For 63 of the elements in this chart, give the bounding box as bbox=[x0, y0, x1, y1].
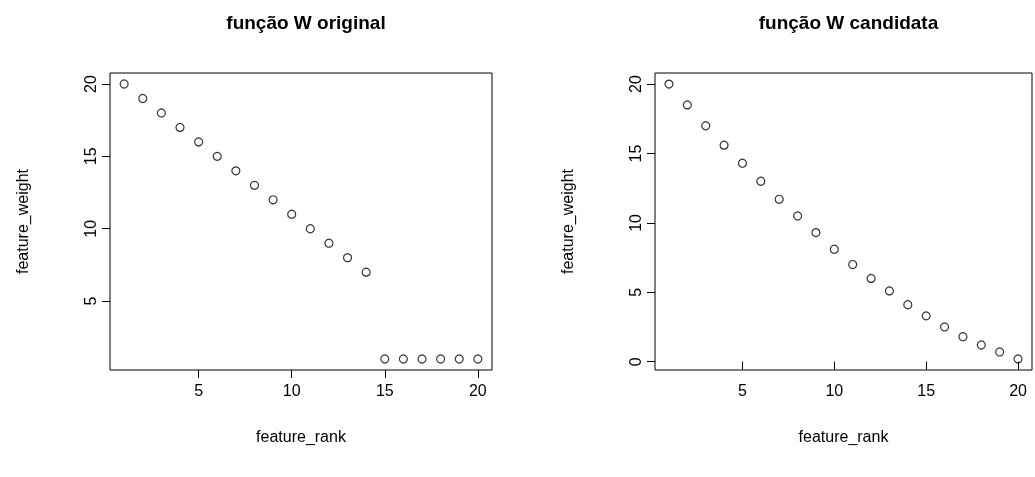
point bbox=[1013, 354, 1023, 364]
y-tick-label: 5 bbox=[626, 287, 644, 297]
point bbox=[939, 322, 950, 332]
x-tick-label: 20 bbox=[1009, 381, 1028, 399]
y-tick-label: 0 bbox=[626, 357, 644, 367]
x-tick-label: 15 bbox=[917, 381, 936, 399]
point bbox=[737, 158, 748, 168]
point bbox=[268, 195, 278, 205]
x-tick-label: 5 bbox=[194, 381, 204, 399]
x-tick-label: 10 bbox=[825, 381, 844, 399]
y-tick-label: 5 bbox=[81, 296, 99, 306]
point bbox=[866, 273, 876, 283]
point bbox=[287, 209, 297, 219]
x-tick-label: 5 bbox=[738, 381, 747, 399]
point bbox=[194, 137, 204, 147]
point bbox=[884, 286, 895, 296]
point bbox=[398, 354, 408, 364]
x-tick-label: 10 bbox=[282, 381, 301, 399]
y-axis-title: feature_weight bbox=[13, 168, 32, 274]
point bbox=[417, 354, 427, 364]
point bbox=[664, 79, 674, 89]
point bbox=[792, 211, 803, 221]
x-axis-title: feature_rank bbox=[798, 427, 890, 446]
point bbox=[903, 300, 913, 310]
point bbox=[138, 93, 148, 104]
chart-title: função W candidata bbox=[758, 12, 939, 33]
x-axis-title: feature_rank bbox=[256, 427, 347, 446]
y-tick-label: 15 bbox=[626, 144, 644, 163]
point bbox=[976, 340, 986, 350]
point bbox=[454, 354, 464, 364]
point bbox=[249, 180, 260, 190]
point bbox=[995, 347, 1005, 357]
point bbox=[829, 244, 839, 254]
point bbox=[436, 354, 446, 364]
y-tick-label: 20 bbox=[626, 75, 644, 93]
point bbox=[175, 122, 185, 133]
y-tick-label: 15 bbox=[81, 147, 99, 166]
point bbox=[342, 253, 353, 263]
point bbox=[324, 238, 334, 248]
x-tick-label: 15 bbox=[375, 381, 394, 399]
point bbox=[682, 100, 692, 110]
y-axis-title: feature_weight bbox=[558, 168, 577, 274]
point bbox=[212, 151, 222, 161]
y-tick-label: 10 bbox=[81, 219, 99, 238]
point bbox=[719, 140, 729, 150]
point bbox=[958, 332, 968, 342]
point bbox=[848, 259, 858, 270]
y-tick-label: 20 bbox=[81, 75, 99, 93]
point bbox=[756, 176, 766, 186]
x-tick-label: 20 bbox=[468, 381, 487, 399]
point bbox=[380, 354, 390, 364]
chart-title: função W original bbox=[226, 12, 386, 33]
point bbox=[701, 121, 711, 131]
point bbox=[231, 166, 241, 176]
point bbox=[811, 228, 821, 238]
y-tick-label: 10 bbox=[626, 213, 644, 232]
point bbox=[119, 79, 129, 89]
point bbox=[473, 354, 483, 364]
point bbox=[156, 108, 166, 118]
point bbox=[305, 224, 315, 234]
point bbox=[921, 311, 931, 321]
point bbox=[361, 267, 371, 277]
point bbox=[774, 194, 784, 204]
